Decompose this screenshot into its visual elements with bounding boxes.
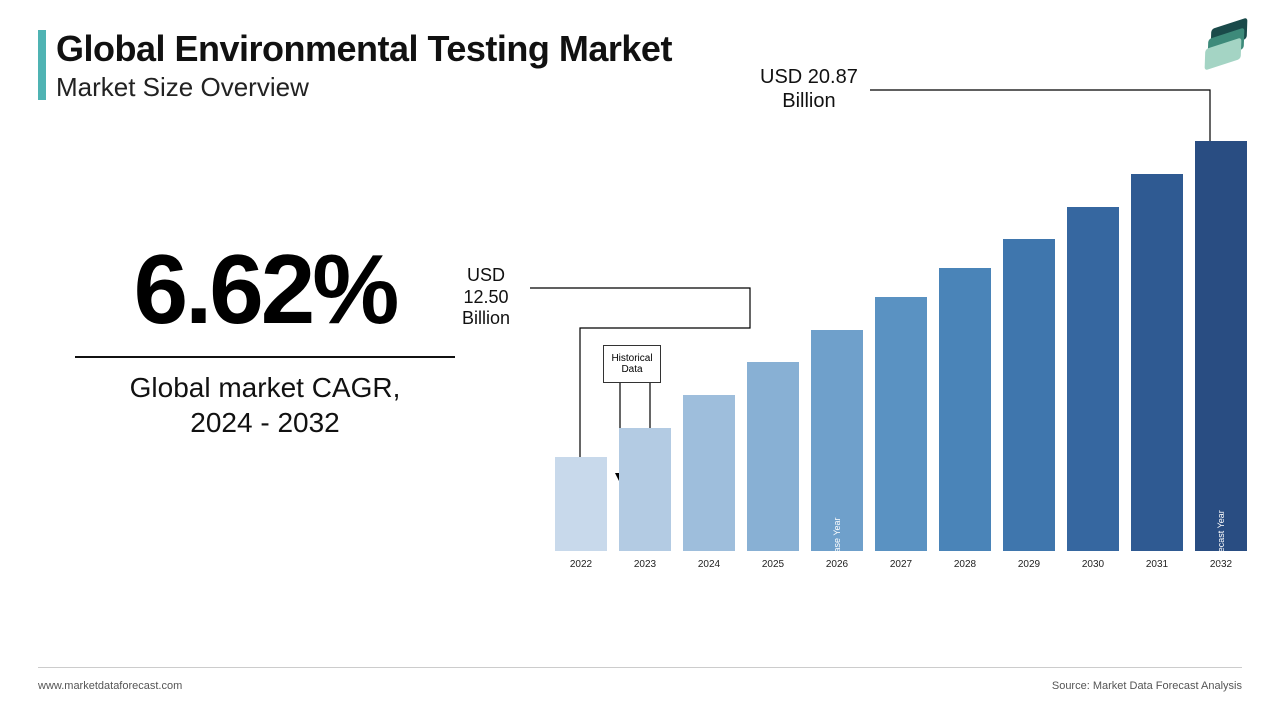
bar-year-label: 2028 (954, 559, 976, 570)
callout-start-value: USD 12.50 Billion (462, 265, 510, 330)
bar-2029 (1003, 239, 1055, 551)
bar-year-label: 2030 (1082, 559, 1104, 570)
bar-year-label: 2023 (634, 559, 656, 570)
in-bar-label: Base Year (832, 517, 842, 558)
bar-chart: 2022202320242025Base Year202620272028202… (555, 120, 1250, 600)
bar-wrap: 2027 (875, 297, 927, 570)
footer-source: Source: Market Data Forecast Analysis (1052, 680, 1242, 692)
bar-2024 (683, 395, 735, 551)
cagr-label: Global market CAGR, 2024 - 2032 (50, 370, 480, 440)
brand-logo-icon (1204, 22, 1250, 68)
bar-year-label: 2027 (890, 559, 912, 570)
callout-forecast-value: USD 20.87 Billion (760, 65, 858, 113)
bar-wrap: Forecast Year2032 (1195, 141, 1247, 570)
bar-wrap: Base Year2026 (811, 330, 863, 570)
bar-wrap: 2028 (939, 268, 991, 570)
bar-wrap: 2029 (1003, 239, 1055, 570)
bar-2025 (747, 362, 799, 551)
bar-year-label: 2026 (826, 559, 848, 570)
bar-wrap: 2022 (555, 457, 607, 570)
bar-wrap: 2030 (1067, 207, 1119, 570)
cagr-block: 6.62% Global market CAGR, 2024 - 2032 (50, 240, 480, 440)
callout-start-line1: USD (467, 265, 505, 285)
accent-bar (38, 30, 46, 100)
bar-2022 (555, 457, 607, 551)
bar-wrap: 2025 (747, 362, 799, 570)
bar-year-label: 2031 (1146, 559, 1168, 570)
bar-wrap: 2024 (683, 395, 735, 570)
in-bar-label: Forecast Year (1216, 510, 1226, 566)
callout-end-line2: Billion (782, 90, 835, 112)
divider (75, 356, 455, 358)
bar-wrap: 2023 (619, 428, 671, 570)
footer-url: www.marketdataforecast.com (38, 680, 182, 692)
callout-start-line3: Billion (462, 308, 510, 328)
bar-2026: Base Year (811, 330, 863, 551)
cagr-value: 6.62% (50, 240, 480, 338)
bar-2032: Forecast Year (1195, 141, 1247, 551)
callout-start-line2: 12.50 (463, 287, 508, 307)
page-subtitle: Market Size Overview (56, 72, 309, 103)
bar-year-label: 2022 (570, 559, 592, 570)
page-title: Global Environmental Testing Market (56, 28, 672, 70)
bar-wrap: 2031 (1131, 174, 1183, 570)
bar-2031 (1131, 174, 1183, 551)
bar-year-label: 2029 (1018, 559, 1040, 570)
bar-2028 (939, 268, 991, 551)
callout-end-line1: USD 20.87 (760, 66, 858, 88)
footer-divider (38, 667, 1242, 668)
cagr-label-line1: Global market CAGR, (130, 372, 401, 403)
bar-2023 (619, 428, 671, 551)
bar-2027 (875, 297, 927, 551)
bar-container: 2022202320242025Base Year202620272028202… (555, 140, 1250, 570)
bar-year-label: 2024 (698, 559, 720, 570)
bar-year-label: 2025 (762, 559, 784, 570)
bar-2030 (1067, 207, 1119, 551)
cagr-label-line2: 2024 - 2032 (190, 407, 339, 438)
